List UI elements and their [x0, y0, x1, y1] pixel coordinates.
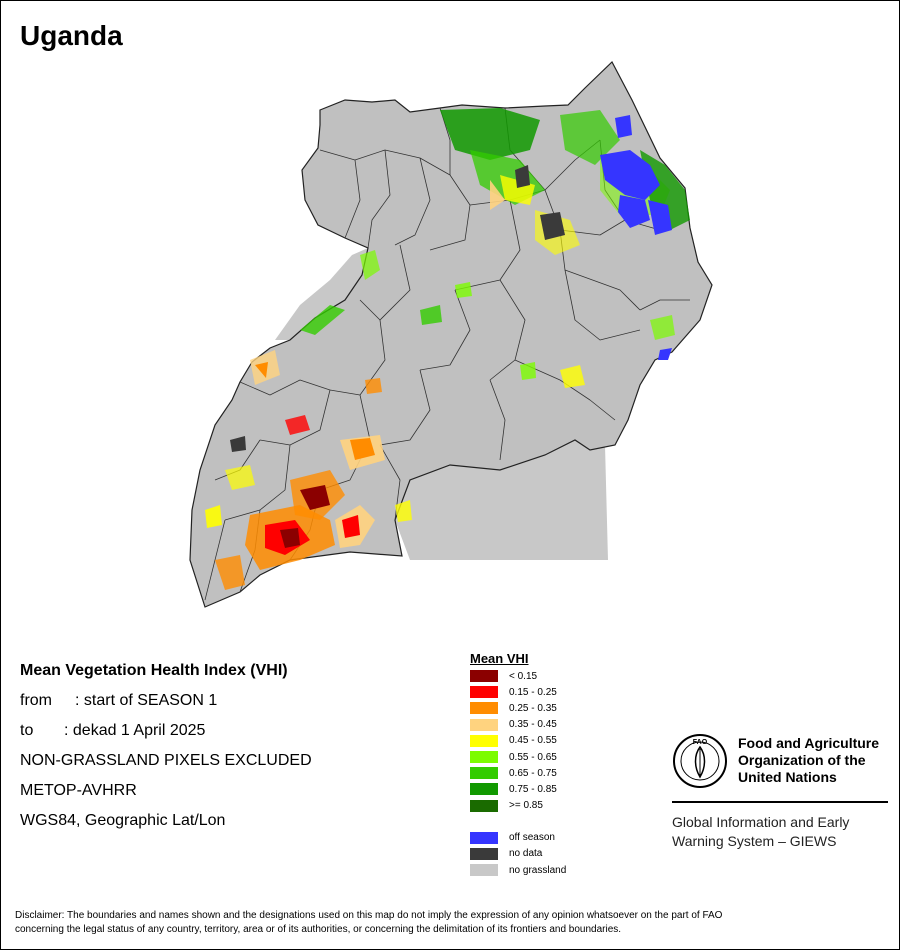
lake-victoria	[395, 440, 608, 560]
fao-logo-text: FAO	[693, 739, 708, 746]
map-info: Mean Vegetation Health Index (VHI) from:…	[20, 656, 312, 836]
fao-name: Food and Agriculture Organization of the…	[738, 735, 898, 786]
vhi-map	[189, 61, 713, 608]
legend-item: >= 0.85	[470, 798, 566, 814]
from-label: from	[20, 692, 52, 709]
info-from: from : start of SEASON 1	[20, 686, 312, 716]
legend-swatch	[470, 718, 498, 731]
legend-label: 0.15 - 0.25	[509, 686, 557, 698]
legend-item: 0.35 - 0.45	[470, 717, 566, 733]
disclaimer: Disclaimer: The boundaries and names sho…	[15, 909, 885, 937]
info-projection: WGS84, Geographic Lat/Lon	[20, 812, 226, 829]
map-title: Uganda	[20, 20, 123, 51]
uganda-outline	[189, 61, 713, 608]
legend-swatch	[470, 734, 498, 747]
legend-label: 0.65 - 0.75	[509, 767, 557, 779]
legend-swatch	[470, 864, 498, 877]
giews-text: Global Information and Early Warning Sys…	[672, 813, 888, 851]
legend-label: 0.35 - 0.45	[509, 719, 557, 731]
legend-item: 0.15 - 0.25	[470, 684, 566, 700]
legend-swatch	[470, 686, 498, 699]
legend-item: no data	[470, 846, 566, 862]
info-heading: Mean Vegetation Health Index (VHI)	[20, 662, 288, 679]
legend-swatch	[470, 831, 498, 844]
legend-item: no grassland	[470, 862, 566, 878]
legend-swatch	[470, 783, 498, 796]
legend-label: 0.25 - 0.35	[509, 702, 557, 714]
legend-swatch	[470, 847, 498, 860]
from-value: : start of SEASON 1	[75, 692, 218, 709]
fao-name-line2: Organization of the	[738, 752, 866, 768]
legend-label: >= 0.85	[509, 800, 543, 812]
giews-line2: Warning System – GIEWS	[672, 833, 837, 849]
legend-swatch	[470, 767, 498, 780]
disclaimer-line1: Disclaimer: The boundaries and names sho…	[15, 910, 723, 921]
lake-albert	[275, 248, 368, 340]
legend: Mean VHI < 0.15 0.15 - 0.25 0.25 - 0.35 0.3…	[470, 651, 566, 878]
legend-item: 0.75 - 0.85	[470, 781, 566, 797]
fao-name-line1: Food and Agriculture	[738, 735, 880, 751]
legend-label: off season	[509, 832, 555, 844]
legend-item: 0.25 - 0.35	[470, 700, 566, 716]
legend-other: off season no data no grassland	[470, 830, 566, 879]
to-value: : dekad 1 April 2025	[64, 722, 206, 739]
legend-swatch	[470, 670, 498, 683]
legend-swatch	[470, 799, 498, 812]
legend-label: 0.75 - 0.85	[509, 783, 557, 795]
fao-divider	[672, 801, 888, 803]
info-sensor: METOP-AVHRR	[20, 782, 137, 799]
legend-label: no data	[509, 848, 543, 860]
fao-name-line3: United Nations	[738, 769, 837, 785]
legend-label: 0.55 - 0.65	[509, 751, 557, 763]
fao-logo-icon: FAO	[673, 734, 727, 788]
legend-classes: < 0.15 0.15 - 0.25 0.25 - 0.35 0.35 - 0.45 0…	[470, 668, 566, 814]
legend-item: off season	[470, 830, 566, 846]
legend-item: 0.65 - 0.75	[470, 765, 566, 781]
legend-item: < 0.15	[470, 668, 566, 684]
legend-item: 0.45 - 0.55	[470, 733, 566, 749]
legend-label: 0.45 - 0.55	[509, 735, 557, 747]
legend-title: Mean VHI	[470, 651, 529, 666]
giews-line1: Global Information and Early	[672, 814, 850, 830]
to-label: to	[20, 722, 34, 739]
legend-swatch	[470, 751, 498, 764]
legend-label: no grassland	[509, 864, 567, 876]
legend-item: 0.55 - 0.65	[470, 749, 566, 765]
disclaimer-line2: concerning the legal status of any count…	[15, 924, 622, 935]
vhi-patches	[205, 108, 690, 590]
legend-label: < 0.15	[509, 670, 538, 682]
legend-swatch	[470, 702, 498, 715]
info-to: to : dekad 1 April 2025	[20, 716, 312, 746]
info-mask: NON-GRASSLAND PIXELS EXCLUDED	[20, 752, 312, 769]
